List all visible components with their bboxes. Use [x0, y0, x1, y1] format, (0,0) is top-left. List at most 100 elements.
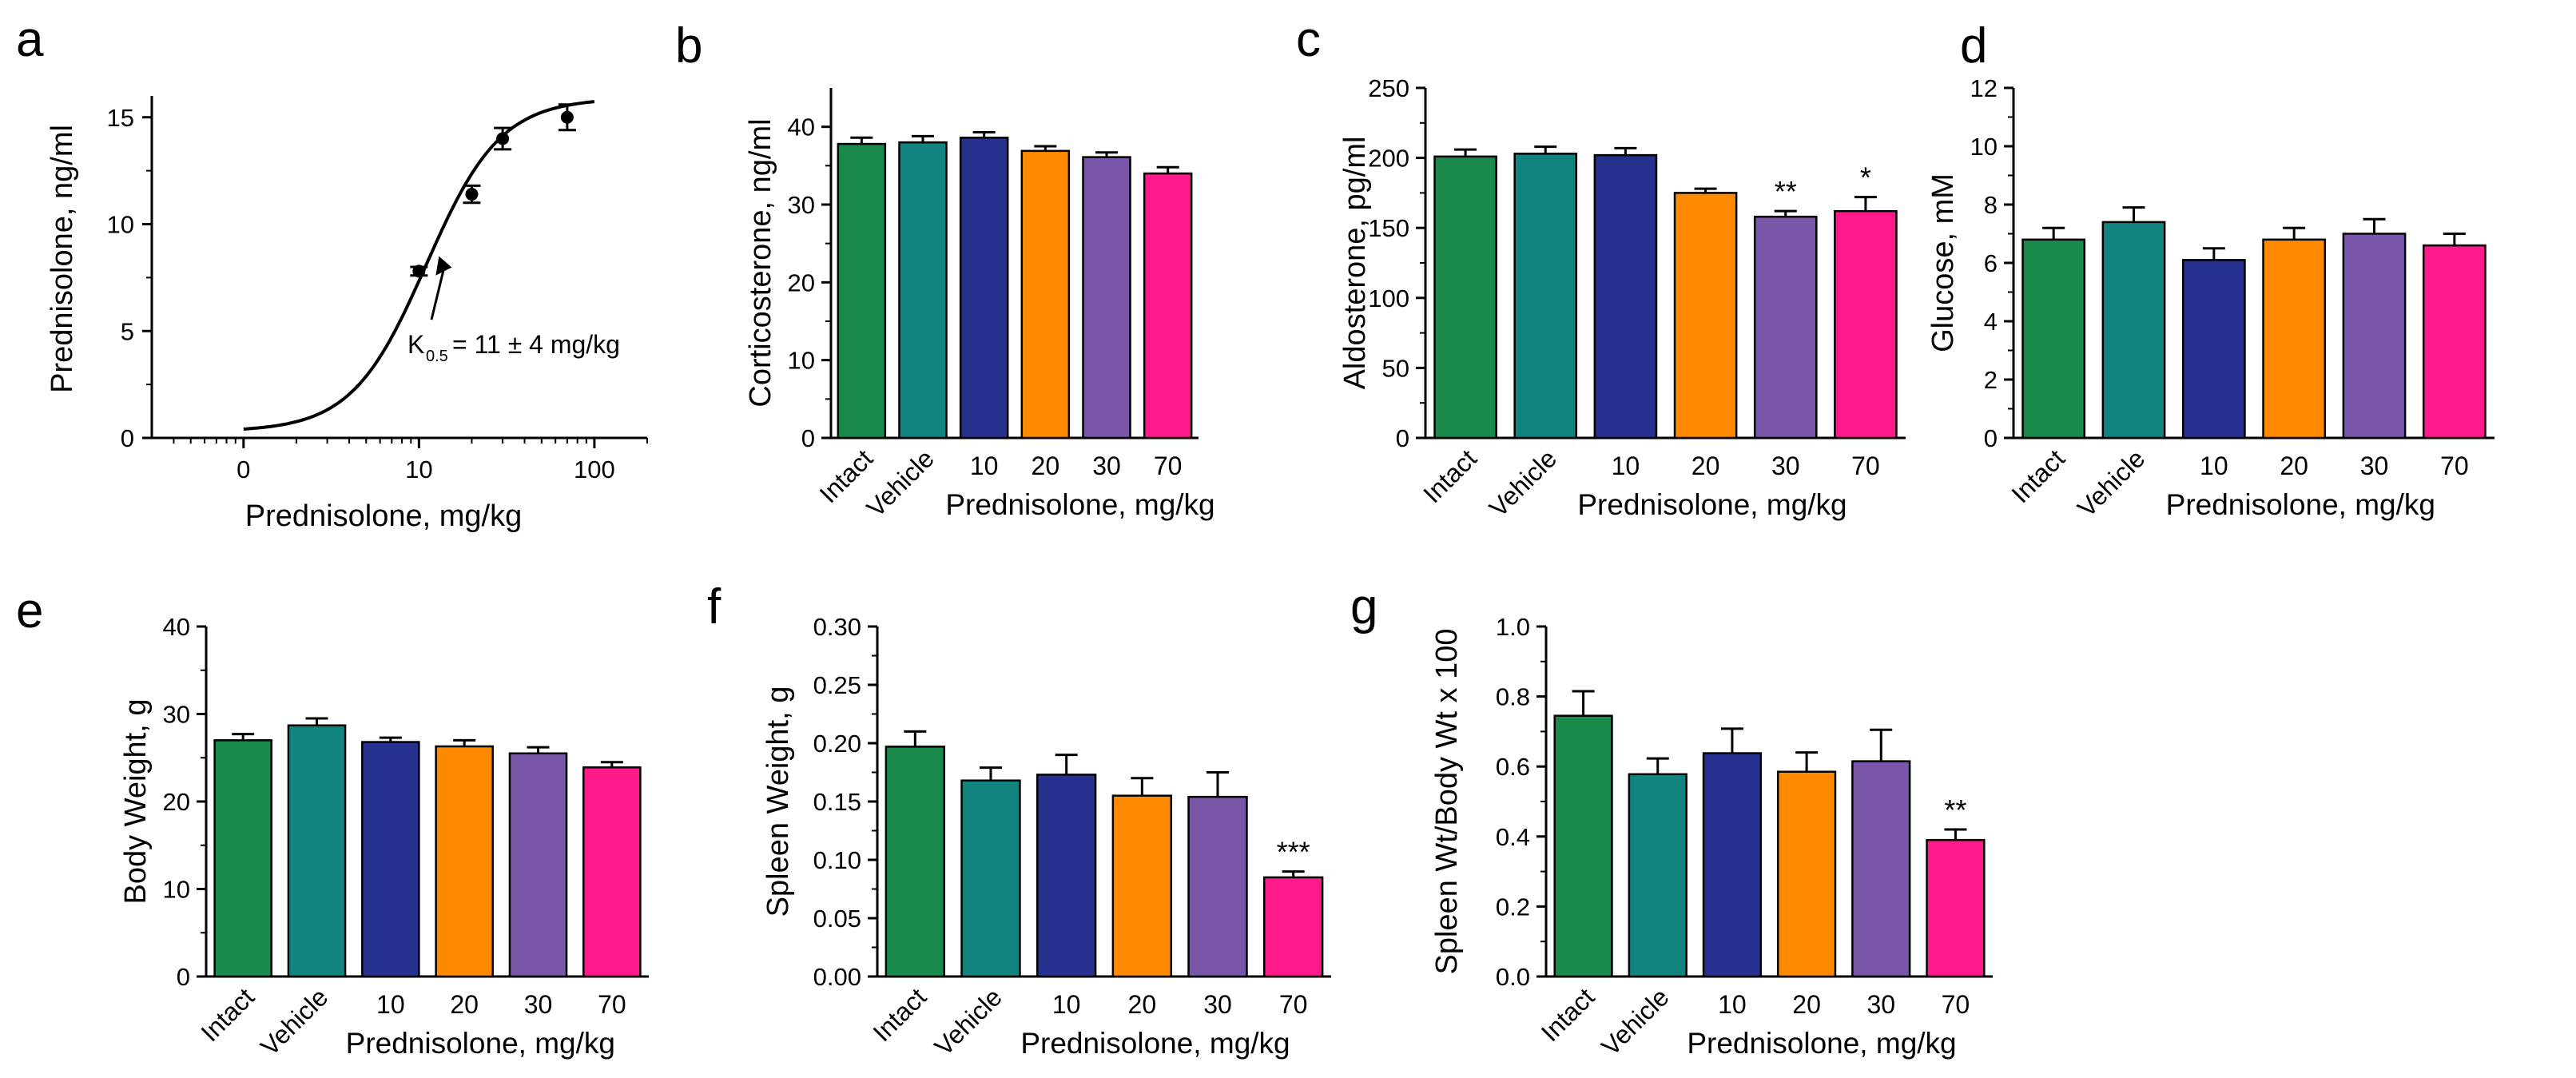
annotation-arrow-line — [430, 269, 445, 320]
y-tick-label: 40 — [163, 613, 190, 641]
significance-marker: *** — [1277, 836, 1310, 869]
bar-30 — [508, 752, 568, 978]
y-tick-label: 6 — [1984, 249, 1998, 277]
y-axis-label: Spleen Wt/Body Wt x 100 — [1430, 629, 1464, 975]
x-tick-label: 20 — [1792, 990, 1821, 1019]
bar-20 — [1111, 794, 1173, 978]
bar-20 — [1673, 192, 1738, 440]
x-axis-label: Prednisolone, mg/kg — [346, 1027, 615, 1060]
data-point — [412, 265, 426, 278]
bar-10 — [1036, 774, 1097, 978]
x-tick-label: 10 — [1052, 990, 1081, 1019]
panel-a: a 0 5 10 15 0 10 100 K 0.5 = 11 ± 4 mg/kg Predniso… — [16, 12, 648, 533]
significance-marker: * — [1860, 161, 1871, 194]
bar-10 — [2181, 259, 2246, 440]
x-tick-label: Vehicle — [1596, 982, 1674, 1060]
x-axis-label: Prednisolone, mg/kg — [2166, 488, 2435, 521]
bar-intact — [213, 739, 272, 978]
y-tick-label: 0 — [177, 963, 190, 991]
x-axis-label: Prednisolone, mg/kg — [1687, 1027, 1956, 1060]
annotation-k: K — [407, 330, 424, 359]
y-tick-label: 2 — [1984, 366, 1998, 394]
y-tick-label: 0.0 — [1496, 963, 1530, 991]
y-tick-label: 20 — [788, 269, 815, 296]
x-tick-label: 30 — [524, 990, 553, 1019]
x-tick-label: Intact — [2006, 444, 2070, 508]
bar-70 — [1262, 876, 1324, 978]
x-tick-label: Vehicle — [929, 982, 1008, 1060]
panel-letter: b — [675, 18, 702, 74]
x-tick-label: Vehicle — [861, 444, 940, 522]
y-axis-label: Corticosterone, ng/ml — [744, 118, 777, 407]
x-tick-label: 70 — [1851, 451, 1880, 480]
x-tick-label: 0 — [237, 455, 250, 483]
panel-c: c 0 50 100 150 200 250 Intact Vehicle 10 20 ** 30 * 70… — [1296, 12, 1906, 523]
bar-70 — [1834, 209, 1898, 440]
bar-intact — [1553, 714, 1613, 978]
bar-70 — [2422, 244, 2487, 440]
x-axis-label: Prednisolone, mg/kg — [1577, 488, 1847, 521]
y-tick-label: 0.20 — [813, 730, 861, 758]
panel-f: f 0.00 0.05 0.10 0.15 0.20 0.25 0.30 IntactVehic… — [707, 579, 1331, 1061]
y-tick-label: 20 — [163, 788, 190, 816]
y-tick-label: 0.00 — [813, 963, 861, 991]
x-tick-label: 70 — [1154, 451, 1183, 480]
y-axis-label: Spleen Weight, g — [761, 686, 795, 917]
y-tick-label: 10 — [107, 211, 134, 239]
y-tick-label: 0.8 — [1496, 683, 1530, 711]
x-tick-label: 20 — [1032, 451, 1060, 480]
y-tick-label: 40 — [788, 113, 815, 141]
x-tick-label: Intact — [1536, 982, 1600, 1047]
data-point — [560, 110, 574, 124]
x-tick-label: 10 — [970, 451, 999, 480]
bar-vehicle — [287, 724, 347, 978]
y-tick-label: 250 — [1368, 74, 1409, 102]
bar-20 — [2262, 238, 2327, 440]
bar-10 — [1593, 153, 1658, 440]
x-tick-label: 70 — [1279, 990, 1308, 1019]
y-tick-label: 0.2 — [1496, 893, 1530, 921]
y-axis-label: Prednisolone, ng/ml — [46, 125, 79, 393]
bar-10 — [361, 741, 420, 978]
bar-10 — [959, 137, 1009, 440]
y-tick-label: 0.25 — [813, 671, 861, 699]
y-tick-label: 0.4 — [1496, 823, 1530, 851]
bar-intact — [2021, 238, 2086, 440]
x-tick-label: 20 — [2280, 451, 2308, 480]
x-tick-label: 20 — [1128, 990, 1157, 1019]
y-tick-label: 100 — [1368, 284, 1409, 312]
x-tick-label: 30 — [1203, 990, 1232, 1019]
y-axis-label: Glucose, mM — [1926, 173, 1960, 352]
panel-letter: d — [1960, 18, 1987, 74]
y-tick-label: 0 — [801, 424, 815, 452]
y-axis-label: Aldosterone, pg/ml — [1338, 137, 1372, 390]
bar-vehicle — [1513, 153, 1578, 440]
x-tick-label: Vehicle — [2072, 444, 2150, 522]
x-tick-label: 70 — [598, 990, 626, 1019]
y-axis-label: Body Weight, g — [119, 698, 153, 904]
x-tick-label: 20 — [450, 990, 479, 1019]
panel-letter: a — [16, 12, 44, 67]
bar-30 — [1082, 156, 1131, 440]
y-tick-label: 0.15 — [813, 788, 861, 816]
y-tick-label: 10 — [1970, 133, 1998, 161]
data-point — [465, 188, 479, 201]
bar-30 — [1187, 795, 1248, 978]
bar-intact — [1433, 155, 1497, 440]
data-point — [496, 132, 510, 145]
y-tick-label: 0.30 — [813, 613, 861, 641]
bar-vehicle — [1628, 773, 1688, 978]
x-tick-label: Intact — [1417, 444, 1482, 508]
annotation-text: = 11 ± 4 mg/kg — [452, 330, 620, 359]
y-tick-label: 0.05 — [813, 905, 861, 933]
bar-intact — [885, 746, 946, 978]
bar-70 — [582, 766, 642, 978]
x-tick-label: Intact — [867, 982, 932, 1047]
annotation-subscript: 0.5 — [426, 348, 448, 365]
bar-70 — [1143, 172, 1193, 440]
bar-30 — [2342, 233, 2407, 440]
y-tick-label: 150 — [1368, 214, 1409, 242]
